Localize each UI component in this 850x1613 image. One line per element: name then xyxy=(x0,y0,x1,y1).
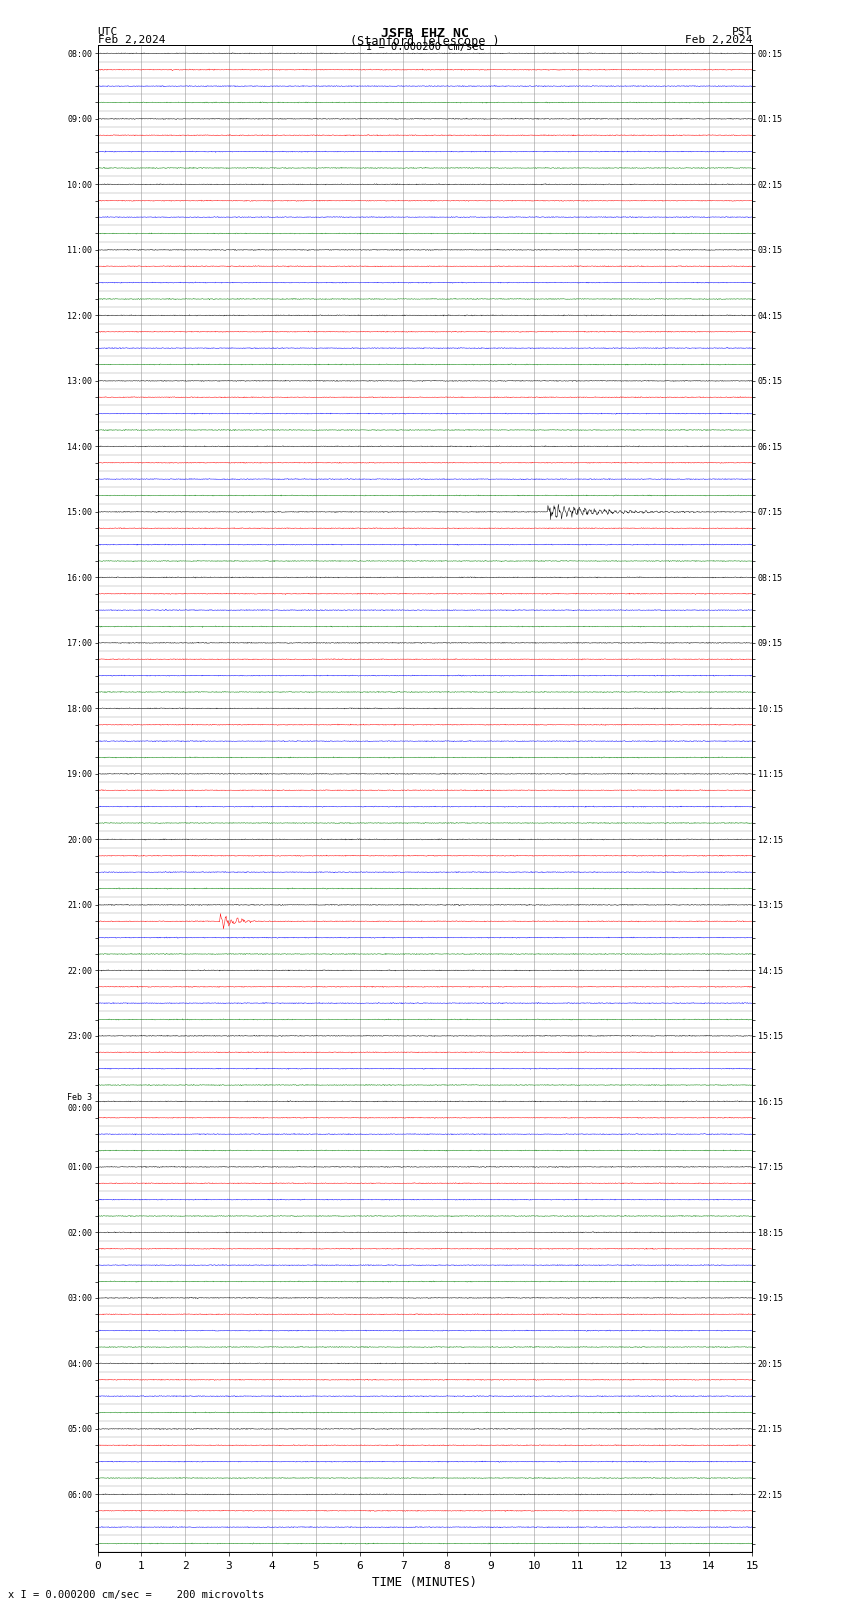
Text: Feb 2,2024: Feb 2,2024 xyxy=(685,35,752,45)
X-axis label: TIME (MINUTES): TIME (MINUTES) xyxy=(372,1576,478,1589)
Text: I = 0.000200 cm/sec: I = 0.000200 cm/sec xyxy=(366,42,484,52)
Text: JSFB EHZ NC: JSFB EHZ NC xyxy=(381,26,469,40)
Text: PST: PST xyxy=(732,26,752,37)
Text: (Stanford Telescope ): (Stanford Telescope ) xyxy=(350,35,500,48)
Text: x I = 0.000200 cm/sec =    200 microvolts: x I = 0.000200 cm/sec = 200 microvolts xyxy=(8,1590,264,1600)
Text: Feb 2,2024: Feb 2,2024 xyxy=(98,35,165,45)
Text: UTC: UTC xyxy=(98,26,118,37)
